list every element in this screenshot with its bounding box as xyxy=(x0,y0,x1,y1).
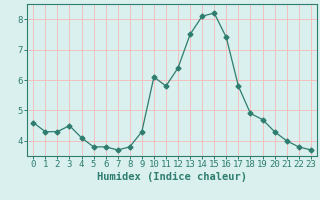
X-axis label: Humidex (Indice chaleur): Humidex (Indice chaleur) xyxy=(97,172,247,182)
